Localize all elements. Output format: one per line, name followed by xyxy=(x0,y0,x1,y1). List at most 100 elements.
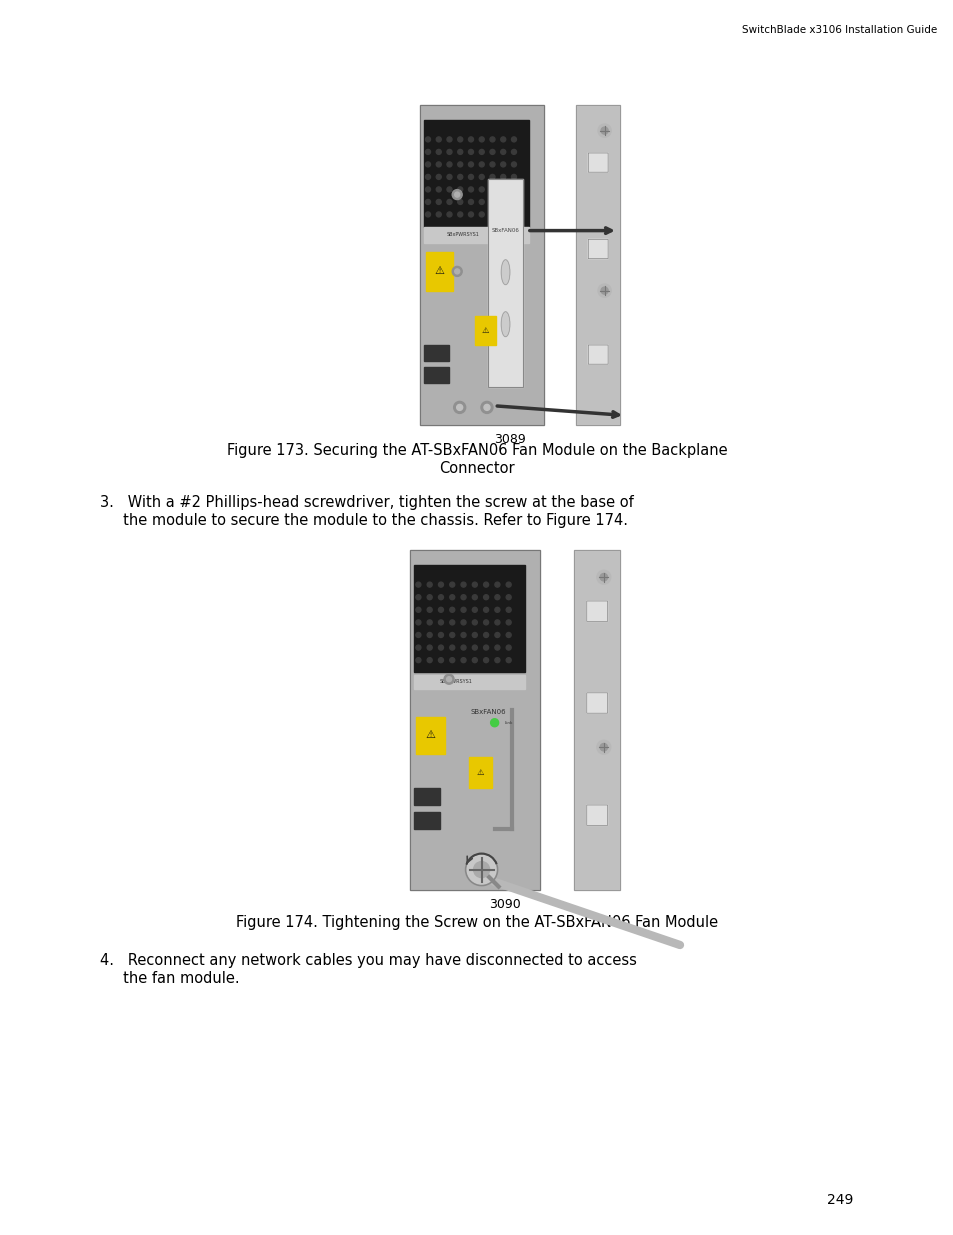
Circle shape xyxy=(490,719,498,726)
Circle shape xyxy=(598,284,611,298)
Circle shape xyxy=(452,190,461,200)
Circle shape xyxy=(506,632,511,637)
Circle shape xyxy=(438,645,443,650)
Circle shape xyxy=(456,404,462,410)
Circle shape xyxy=(468,174,473,179)
Circle shape xyxy=(480,401,493,414)
Text: Figure 174. Tightening the Screw on the AT-SBxFAN06 Fan Module: Figure 174. Tightening the Screw on the … xyxy=(235,915,718,930)
Circle shape xyxy=(436,174,441,179)
FancyBboxPatch shape xyxy=(586,601,607,621)
Bar xyxy=(414,564,524,672)
Circle shape xyxy=(500,149,505,154)
Text: Figure 173. Securing the AT-SBxFAN06 Fan Module on the Backplane: Figure 173. Securing the AT-SBxFAN06 Fan… xyxy=(227,443,726,458)
FancyBboxPatch shape xyxy=(588,240,607,258)
Circle shape xyxy=(490,199,495,205)
Bar xyxy=(410,550,539,890)
Circle shape xyxy=(416,620,420,625)
Circle shape xyxy=(427,632,432,637)
Circle shape xyxy=(490,174,495,179)
Circle shape xyxy=(495,620,499,625)
Bar xyxy=(419,105,543,425)
Circle shape xyxy=(438,582,443,587)
Circle shape xyxy=(472,595,476,600)
Circle shape xyxy=(478,137,484,142)
Circle shape xyxy=(436,137,441,142)
Circle shape xyxy=(472,608,476,613)
Circle shape xyxy=(468,186,473,191)
Circle shape xyxy=(416,582,420,587)
Circle shape xyxy=(425,174,430,179)
Circle shape xyxy=(511,199,516,205)
Circle shape xyxy=(483,645,488,650)
Circle shape xyxy=(468,137,473,142)
Circle shape xyxy=(468,149,473,154)
Text: Link: Link xyxy=(504,721,513,725)
Text: the fan module.: the fan module. xyxy=(100,971,239,986)
Bar xyxy=(573,550,619,890)
Circle shape xyxy=(447,137,452,142)
Bar xyxy=(414,811,439,829)
Circle shape xyxy=(454,401,465,414)
Circle shape xyxy=(449,620,455,625)
Circle shape xyxy=(472,620,476,625)
Circle shape xyxy=(511,186,516,191)
Circle shape xyxy=(500,186,505,191)
Circle shape xyxy=(495,632,499,637)
Text: ⚠: ⚠ xyxy=(435,267,444,277)
Circle shape xyxy=(443,674,454,684)
Circle shape xyxy=(425,149,430,154)
Text: SBxPWRSYS1: SBxPWRSYS1 xyxy=(447,232,479,237)
Circle shape xyxy=(483,620,488,625)
Circle shape xyxy=(495,595,499,600)
Circle shape xyxy=(452,267,461,277)
Circle shape xyxy=(436,162,441,167)
Circle shape xyxy=(472,645,476,650)
Circle shape xyxy=(427,645,432,650)
FancyBboxPatch shape xyxy=(586,693,607,713)
Circle shape xyxy=(457,137,462,142)
Circle shape xyxy=(599,743,607,751)
Circle shape xyxy=(447,162,452,167)
FancyBboxPatch shape xyxy=(588,345,607,364)
Circle shape xyxy=(447,199,452,205)
Bar xyxy=(474,316,496,345)
Circle shape xyxy=(478,174,484,179)
Circle shape xyxy=(416,608,420,613)
Circle shape xyxy=(416,595,420,600)
Circle shape xyxy=(427,658,432,663)
Circle shape xyxy=(490,149,495,154)
Circle shape xyxy=(500,174,505,179)
Circle shape xyxy=(427,595,432,600)
Circle shape xyxy=(447,174,452,179)
Circle shape xyxy=(465,853,497,885)
Circle shape xyxy=(449,658,455,663)
Circle shape xyxy=(495,608,499,613)
Circle shape xyxy=(447,186,452,191)
Circle shape xyxy=(506,608,511,613)
Circle shape xyxy=(427,608,432,613)
Circle shape xyxy=(490,137,495,142)
Circle shape xyxy=(511,149,516,154)
Circle shape xyxy=(416,632,420,637)
Circle shape xyxy=(416,645,420,650)
Circle shape xyxy=(460,645,466,650)
Circle shape xyxy=(468,199,473,205)
Circle shape xyxy=(483,658,488,663)
Circle shape xyxy=(598,124,611,137)
Circle shape xyxy=(425,199,430,205)
Circle shape xyxy=(416,658,420,663)
Circle shape xyxy=(468,162,473,167)
Bar xyxy=(426,252,453,290)
Circle shape xyxy=(597,740,610,755)
Circle shape xyxy=(457,186,462,191)
Text: 3089: 3089 xyxy=(494,433,525,446)
Circle shape xyxy=(495,658,499,663)
Circle shape xyxy=(478,162,484,167)
Bar xyxy=(414,676,524,689)
FancyBboxPatch shape xyxy=(586,805,607,825)
Circle shape xyxy=(478,149,484,154)
Text: 3.   With a #2 Phillips-head screwdriver, tighten the screw at the base of: 3. With a #2 Phillips-head screwdriver, … xyxy=(100,495,633,510)
Circle shape xyxy=(449,608,455,613)
Circle shape xyxy=(495,645,499,650)
Circle shape xyxy=(447,149,452,154)
